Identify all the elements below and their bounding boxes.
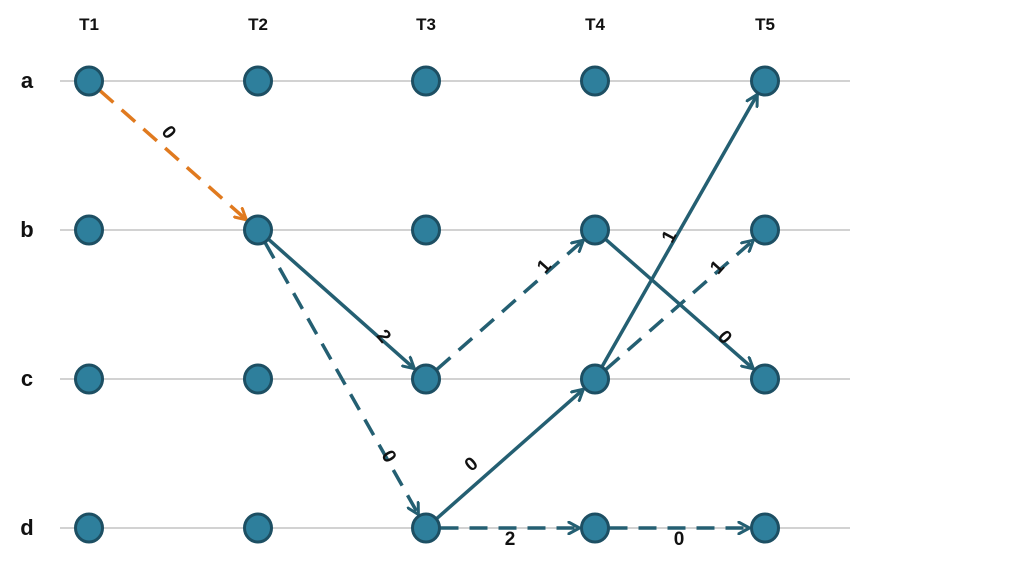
node-d-t4: [580, 512, 610, 544]
node-a-t4: [580, 65, 610, 97]
row-lines: [60, 80, 850, 529]
edge-label-d-to-c-t3-t4: 0: [461, 453, 483, 476]
edge-b-to-d-t2-t3: [263, 241, 420, 515]
column-label-t4: T4: [585, 15, 605, 34]
column-label-t5: T5: [755, 15, 775, 34]
row-labels: a b c d: [20, 68, 34, 540]
edge-b-to-c-t4-t5: [604, 238, 753, 369]
node-c-t4: [580, 363, 610, 395]
node-c-t3: [411, 363, 441, 395]
node-a-t1: [74, 65, 104, 97]
node-c-t5: [750, 363, 780, 395]
edge-label-c-to-b-t4-t5: 1: [706, 256, 729, 278]
node-d-t5: [750, 512, 780, 544]
node-b-t2: [243, 214, 273, 246]
column-label-t1: T1: [79, 15, 99, 34]
node-b-t4: [580, 214, 610, 246]
node-a-t3: [411, 65, 441, 97]
node-a-t2: [243, 65, 273, 97]
row-label-c: c: [21, 366, 33, 391]
node-a-t5: [750, 65, 780, 97]
edge-c-to-a-t4-t5: [600, 94, 759, 368]
edge-d-to-c-t3-t4: [435, 389, 583, 520]
column-label-t3: T3: [416, 15, 436, 34]
node-d-t3: [411, 512, 441, 544]
edge-label-b-to-c-t2-t3: 2: [372, 326, 395, 348]
node-c-t2: [243, 363, 273, 395]
node-b-t3: [411, 214, 441, 246]
row-label-a: a: [21, 68, 34, 93]
row-label-d: d: [20, 515, 33, 540]
edge-label-a-to-b-t1-t2: 0: [157, 122, 180, 143]
node-b-t1: [74, 214, 104, 246]
node-c-t1: [74, 363, 104, 395]
edge-label-d-to-d-t4-t5: 0: [674, 529, 685, 550]
column-labels: T1 T2 T3 T4 T5: [79, 15, 775, 34]
node-d-t2: [243, 512, 273, 544]
node-d-t1: [74, 512, 104, 544]
edge-label-d-to-d-t3-t4: 2: [505, 529, 516, 550]
edge-a-to-b-t1-t2: [98, 89, 246, 220]
nodes: [74, 65, 780, 544]
row-label-b: b: [20, 217, 33, 242]
edge-b-to-c-t2-t3: [267, 238, 415, 369]
edge-c-to-b-t3-t4: [435, 240, 583, 371]
edges: [98, 89, 759, 528]
node-b-t5: [750, 214, 780, 246]
column-label-t2: T2: [248, 15, 268, 34]
